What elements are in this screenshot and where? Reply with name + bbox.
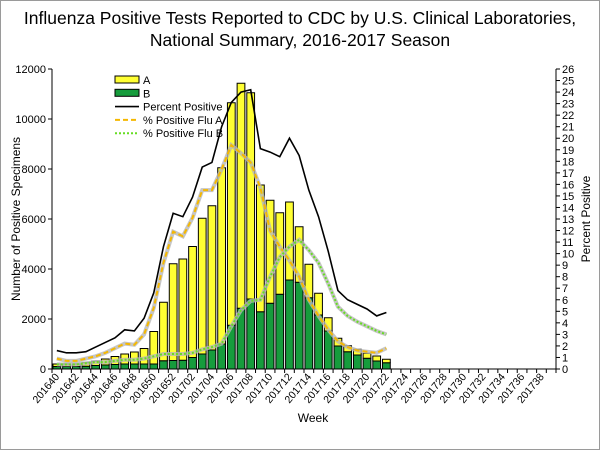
y-tick-label: 6000 (22, 214, 46, 226)
bar-a (372, 355, 382, 362)
bar-b (197, 353, 207, 370)
bar-a (236, 82, 246, 309)
y2-tick-label: 12 (562, 226, 574, 238)
legend-label: Percent Positive (143, 102, 222, 114)
bar-a (159, 301, 168, 362)
legend-label: A (143, 75, 151, 87)
bar-b (382, 362, 391, 370)
y2-tick-label: 18 (562, 156, 574, 168)
line-percent-positive (56, 88, 387, 354)
bar-b (343, 351, 352, 370)
bar-b (100, 364, 110, 370)
legend-swatch-a (114, 75, 140, 84)
bar-a (226, 102, 236, 326)
bar-b (168, 360, 178, 370)
y-tick-label: 10000 (15, 114, 46, 126)
bar-b (352, 354, 362, 370)
y2-tick-label: 19 (562, 145, 574, 157)
bar-b (256, 311, 265, 370)
y2-tick-label: 15 (562, 191, 574, 203)
chart-title-line1: Influenza Positive Tests Reported to CDC… (23, 8, 577, 28)
y2-tick-label: 17 (562, 168, 574, 180)
bar-b (110, 364, 120, 370)
bar-b (207, 349, 217, 370)
bar-b (372, 360, 382, 370)
y-tick-label: 12000 (15, 64, 46, 76)
y2-tick-label: 1 (562, 352, 568, 364)
y2-tick-label: 25 (562, 76, 574, 88)
bar-b (159, 360, 168, 370)
bar-b (265, 302, 275, 370)
line-shadow (56, 237, 388, 367)
y2-tick-label: 9 (562, 260, 568, 272)
bar-a (382, 358, 391, 364)
line-positive-flu-a (56, 143, 387, 362)
y-tick-label: 2000 (22, 314, 46, 326)
y2-tick-label: 22 (562, 110, 574, 122)
bar-b (333, 345, 343, 370)
bar-b (285, 279, 294, 370)
y2-tick-label: 2 (562, 341, 568, 353)
bar-b (323, 330, 333, 370)
bar-a (294, 226, 304, 283)
bar-a (149, 331, 159, 365)
bar-b (188, 357, 197, 370)
legend-label: B (143, 88, 150, 100)
bar-a (265, 199, 275, 304)
y2-tick-label: 24 (562, 87, 574, 99)
bar-a (168, 263, 178, 361)
y2-tick-label: 11 (562, 237, 573, 249)
y2-tick-label: 7 (562, 283, 568, 295)
bar-b (178, 359, 188, 370)
y2-tick-label: 10 (562, 249, 574, 261)
y2-tick-label: 16 (562, 179, 574, 191)
bar-b (139, 363, 149, 370)
bar-b (246, 298, 256, 370)
y2-tick-label: 3 (562, 329, 568, 341)
bar-b (304, 297, 314, 370)
x-axis-label: Week (298, 411, 329, 425)
y2-tick-label: 14 (562, 202, 574, 214)
bar-b (217, 343, 226, 370)
y-tick-label: 0 (40, 364, 46, 376)
y2-tick-label: 26 (562, 64, 574, 76)
bar-a (246, 92, 256, 300)
y2-axis-label: Percent Positive (579, 175, 593, 262)
y2-tick-label: 21 (562, 122, 574, 134)
y2-tick-label: 5 (562, 306, 568, 318)
bar-b (275, 293, 285, 370)
legend-label: % Positive Flu A (143, 115, 223, 127)
bar-a (217, 167, 226, 345)
bar-b (149, 363, 159, 370)
bar-b (362, 357, 372, 370)
y2-tick-label: 8 (562, 272, 568, 284)
bar-a (188, 246, 197, 358)
y-tick-label: 4000 (22, 264, 46, 276)
bar-a (197, 217, 207, 355)
y2-tick-label: 6 (562, 295, 568, 307)
chart-title-line2: National Summary, 2016-2017 Season (149, 30, 451, 50)
bar-a (285, 201, 294, 281)
y2-tick-label: 0 (562, 364, 568, 376)
legend-label: % Positive Flu B (143, 128, 223, 140)
y2-tick-label: 4 (562, 318, 568, 330)
y-tick-label: 8000 (22, 164, 46, 176)
bar-a (207, 205, 217, 351)
y2-tick-label: 13 (562, 214, 574, 226)
y-axis-label: Number of Positive Specimens (9, 137, 23, 301)
y2-tick-label: 20 (562, 133, 574, 145)
bar-b (130, 363, 139, 370)
y2-tick-label: 23 (562, 99, 574, 111)
bar-b (120, 363, 130, 370)
bar-b (91, 365, 100, 370)
bar-a (178, 258, 188, 361)
legend-swatch-b (114, 88, 140, 97)
bar-b (294, 281, 304, 370)
